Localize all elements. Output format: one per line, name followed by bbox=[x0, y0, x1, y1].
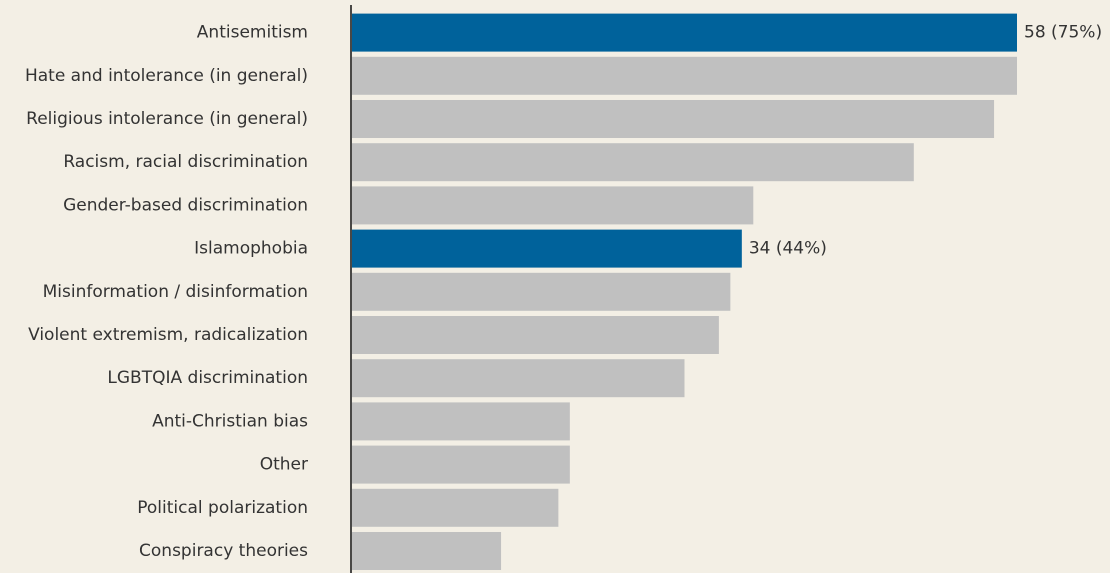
y-tick-label: Gender-based discrimination bbox=[63, 195, 308, 215]
y-tick-label: Islamophobia bbox=[194, 239, 308, 259]
bar bbox=[352, 316, 719, 354]
bar bbox=[352, 13, 1017, 52]
y-tick-label: Religious intolerance (in general) bbox=[26, 109, 308, 129]
y-tick-label: LGBTQIA discrimination bbox=[107, 368, 308, 388]
bar bbox=[352, 186, 754, 225]
y-tick-label: Political polarization bbox=[137, 498, 308, 518]
bar bbox=[352, 359, 685, 398]
y-tick-label: Anti-Christian bias bbox=[152, 411, 308, 431]
value-label: 58 (75%) bbox=[1024, 23, 1102, 43]
bar bbox=[352, 229, 742, 268]
y-tick-label: Racism, racial discrimination bbox=[63, 152, 308, 172]
y-tick-label: Hate and intolerance (in general) bbox=[25, 66, 308, 86]
bar bbox=[352, 445, 570, 484]
y-tick-label: Violent extremism, radicalization bbox=[28, 325, 308, 345]
y-tick-label: Conspiracy theories bbox=[139, 541, 308, 561]
y-tick-label: Misinformation / disinformation bbox=[43, 282, 308, 302]
y-tick-label: Antisemitism bbox=[197, 23, 308, 43]
bar bbox=[352, 56, 1017, 95]
bar bbox=[352, 272, 731, 311]
y-tick-label: Other bbox=[260, 455, 308, 475]
value-label: 34 (44%) bbox=[749, 239, 827, 259]
bar bbox=[352, 532, 502, 570]
bar bbox=[352, 143, 914, 182]
bar bbox=[352, 100, 995, 138]
bar bbox=[352, 402, 570, 441]
bar bbox=[352, 488, 559, 527]
